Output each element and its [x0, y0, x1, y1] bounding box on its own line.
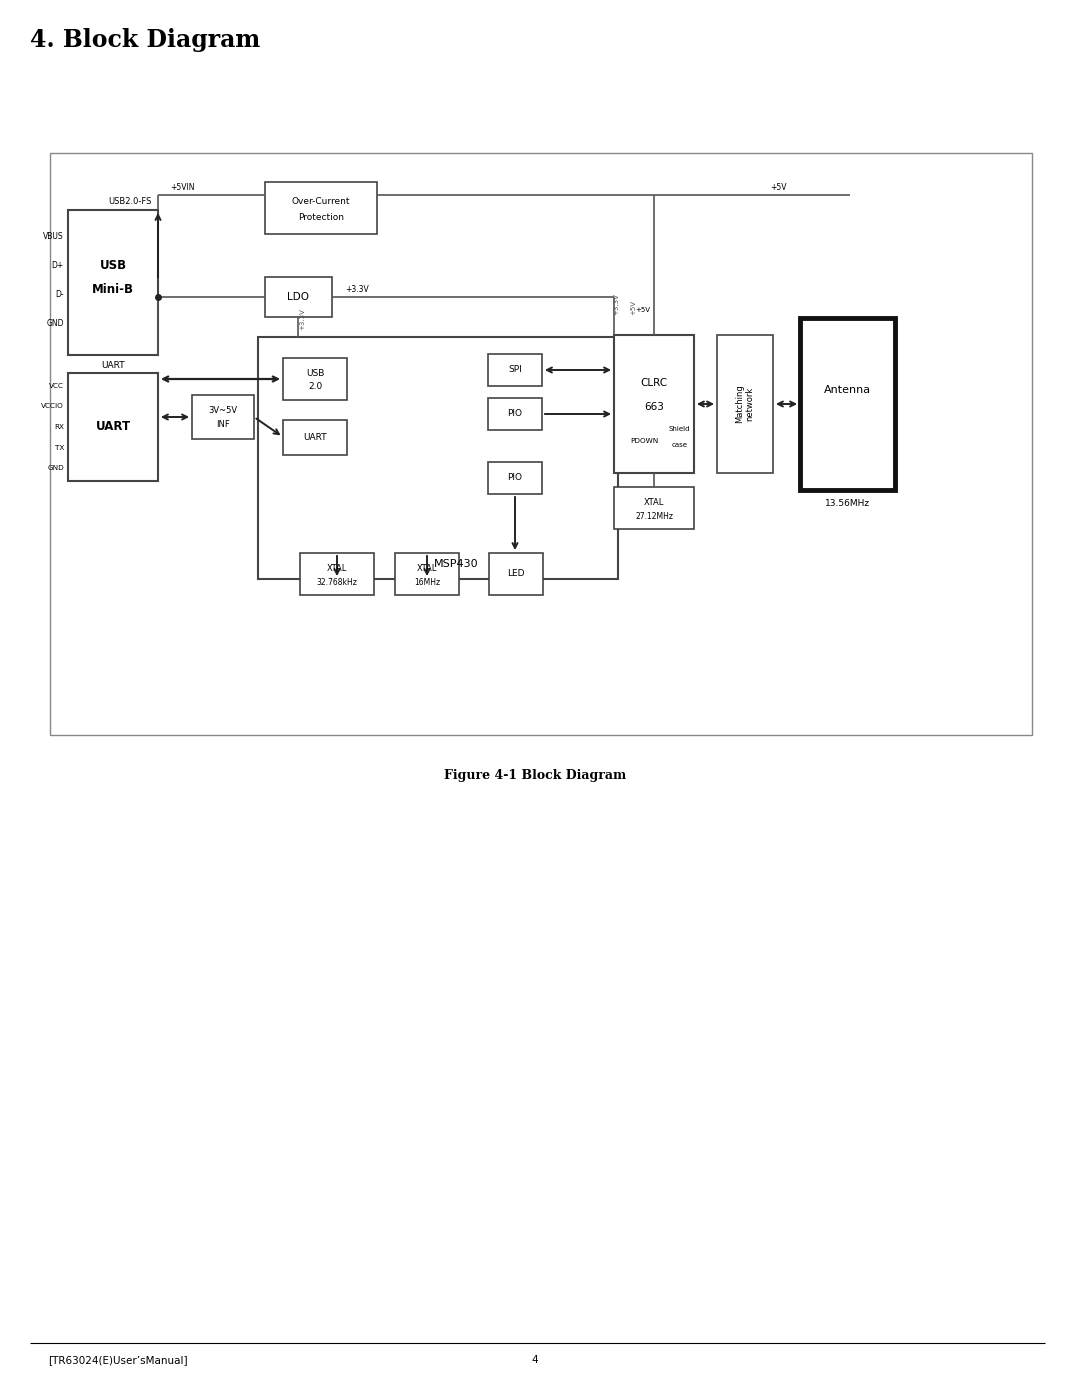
Text: 27.12MHz: 27.12MHz: [635, 511, 673, 521]
Text: +5V: +5V: [635, 306, 650, 313]
Text: INF: INF: [216, 421, 230, 429]
Text: XTAL: XTAL: [327, 564, 347, 574]
Text: +3.3V: +3.3V: [299, 308, 305, 330]
Text: USB: USB: [100, 259, 126, 272]
Text: LDO: LDO: [287, 293, 310, 302]
Text: TX: TX: [55, 444, 64, 450]
Text: USB2.0-FS: USB2.0-FS: [108, 198, 151, 206]
Text: GND: GND: [47, 465, 64, 471]
Bar: [283, 358, 347, 400]
Text: +5V: +5V: [770, 182, 786, 192]
Bar: [265, 277, 332, 318]
Text: GND: GND: [46, 319, 64, 327]
Text: +5V: +5V: [630, 299, 636, 315]
Text: UART: UART: [95, 421, 131, 433]
Text: RX: RX: [54, 423, 64, 430]
Text: [TR63024(E)User’sManual]: [TR63024(E)User’sManual]: [48, 1355, 187, 1365]
Text: PIO: PIO: [508, 410, 523, 418]
Text: Matching
network: Matching network: [736, 384, 755, 423]
Bar: [283, 421, 347, 456]
Text: XTAL: XTAL: [417, 564, 437, 574]
Bar: [192, 396, 254, 439]
Text: D+: D+: [51, 260, 64, 270]
Text: SPI: SPI: [508, 365, 522, 375]
Text: +5VIN: +5VIN: [170, 182, 195, 192]
Text: 4: 4: [531, 1355, 539, 1365]
Bar: [489, 553, 543, 595]
Text: +3.3V: +3.3V: [613, 293, 619, 315]
Text: Mini-B: Mini-B: [92, 283, 134, 297]
Text: VBUS: VBUS: [43, 231, 64, 241]
Text: UART: UART: [101, 361, 125, 369]
Bar: [395, 553, 459, 595]
Text: 663: 663: [644, 401, 664, 412]
Text: MSP430: MSP430: [434, 559, 479, 568]
Text: PIO: PIO: [508, 474, 523, 482]
Bar: [300, 553, 374, 595]
Bar: [488, 398, 542, 430]
Text: D-: D-: [56, 290, 64, 298]
Text: Figure 4-1 Block Diagram: Figure 4-1 Block Diagram: [443, 769, 627, 781]
Text: 3V~5V: 3V~5V: [209, 407, 238, 415]
Text: Over-Current: Over-Current: [291, 198, 350, 206]
Text: UART: UART: [303, 433, 327, 442]
Text: VCC: VCC: [49, 383, 64, 389]
Bar: [614, 488, 694, 529]
Text: Antenna: Antenna: [824, 386, 871, 396]
Text: 32.768kHz: 32.768kHz: [317, 578, 358, 586]
Text: XTAL: XTAL: [644, 499, 664, 507]
Bar: [800, 318, 895, 490]
Text: USB: USB: [306, 369, 325, 378]
Text: 13.56MHz: 13.56MHz: [825, 499, 870, 507]
Text: VCCIO: VCCIO: [42, 404, 64, 410]
Text: case: case: [672, 443, 688, 449]
Bar: [265, 182, 377, 234]
Bar: [50, 153, 1032, 736]
Text: PDOWN: PDOWN: [630, 439, 659, 444]
Bar: [488, 354, 542, 386]
Text: 2.0: 2.0: [307, 382, 322, 391]
Text: 16MHz: 16MHz: [413, 578, 440, 586]
Text: +3.3V: +3.3V: [345, 286, 368, 294]
Bar: [67, 210, 159, 355]
Text: 4. Block Diagram: 4. Block Diagram: [30, 28, 260, 52]
Text: Shield: Shield: [669, 426, 691, 432]
Text: LED: LED: [508, 570, 525, 578]
Bar: [488, 462, 542, 495]
Text: Protection: Protection: [298, 213, 344, 221]
Text: CLRC: CLRC: [640, 379, 667, 389]
Bar: [614, 334, 694, 474]
Bar: [67, 373, 159, 481]
Bar: [258, 337, 618, 579]
Bar: [716, 334, 773, 474]
